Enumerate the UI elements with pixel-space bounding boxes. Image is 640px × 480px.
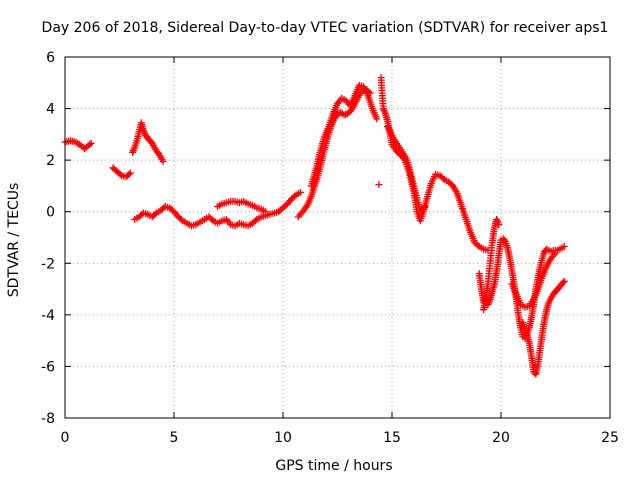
- data-point: [474, 241, 482, 249]
- data-point: [560, 277, 568, 285]
- y-tick-label: -2: [41, 256, 55, 272]
- data-point: [86, 141, 94, 149]
- y-axis-label: SDTVAR / TECUs: [6, 183, 22, 298]
- data-point: [126, 169, 134, 177]
- y-tick-label: -8: [41, 411, 55, 427]
- data-point: [439, 174, 447, 182]
- data-point: [130, 145, 138, 153]
- data-point: [296, 188, 304, 196]
- x-tick-label: 15: [383, 430, 401, 446]
- y-tick-label: -6: [41, 359, 55, 375]
- data-point: [208, 215, 216, 223]
- x-tick-label: 10: [274, 430, 292, 446]
- data-point: [177, 215, 185, 223]
- data-point: [291, 192, 299, 200]
- data-point: [373, 115, 381, 123]
- data-point: [495, 221, 503, 229]
- data-point: [116, 170, 124, 178]
- grid-lines: [65, 57, 610, 418]
- x-tick-label: 20: [492, 430, 510, 446]
- data-point: [262, 208, 270, 216]
- data-point: [125, 170, 133, 178]
- x-tick-label: 0: [61, 430, 70, 446]
- data-point: [159, 157, 167, 165]
- chart-title: Day 206 of 2018, Sidereal Day-to-day VTE…: [42, 20, 609, 36]
- axis-ticks: 0 5 10 15 20 25 -8 -6 -4 -2 0 2 4 6: [41, 50, 619, 446]
- data-point: [375, 181, 383, 189]
- data-point: [560, 243, 568, 251]
- y-tick-label: 0: [46, 205, 55, 221]
- y-tick-label: 6: [46, 50, 55, 66]
- plot-frame: [64, 56, 611, 419]
- x-axis-label: GPS time / hours: [275, 458, 392, 474]
- data-point: [552, 249, 559, 257]
- x-tick-label: 25: [601, 430, 619, 446]
- data-point: [151, 210, 159, 218]
- data-point: [421, 203, 429, 211]
- y-tick-label: 2: [46, 153, 55, 169]
- y-tick-label: 4: [46, 102, 55, 118]
- data-point: [251, 217, 259, 225]
- y-tick-label: -4: [41, 308, 55, 324]
- x-tick-label: 5: [170, 430, 179, 446]
- data-points: [61, 74, 568, 378]
- data-point: [559, 279, 567, 287]
- data-point: [87, 139, 95, 147]
